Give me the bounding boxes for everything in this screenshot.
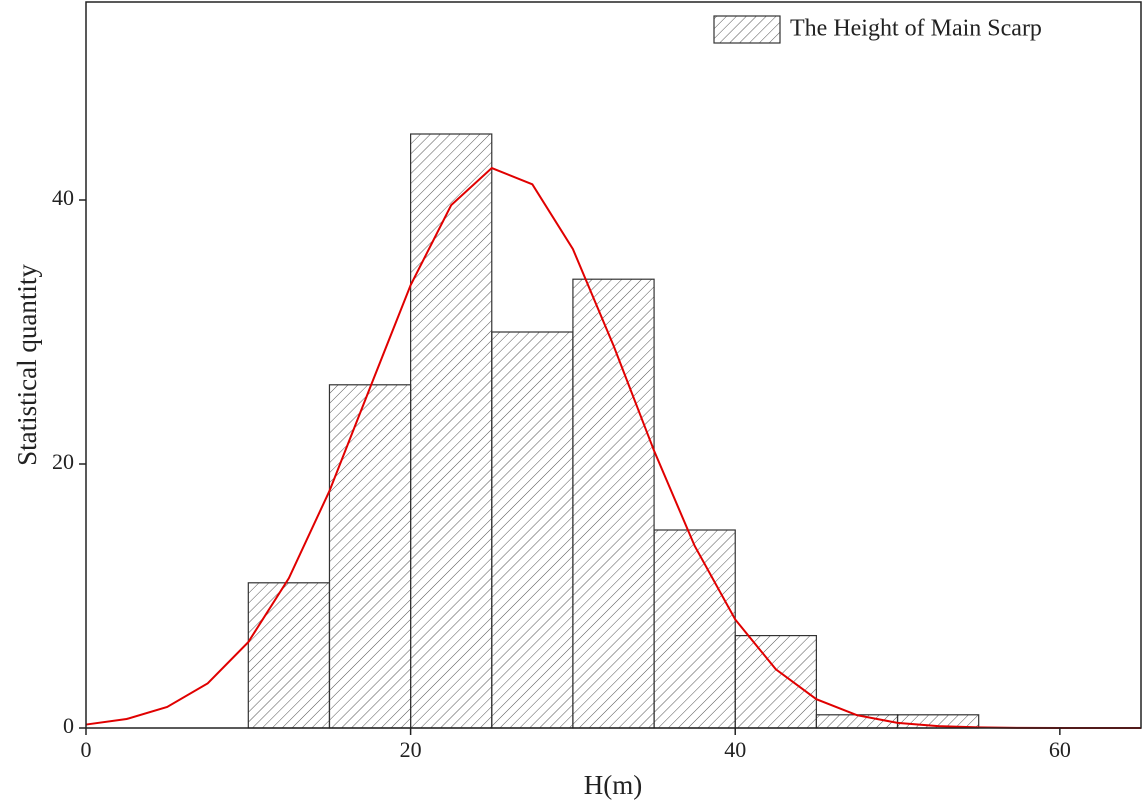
bar	[410, 133, 493, 729]
legend-label: The Height of Main Scarp	[790, 16, 1042, 42]
fit-curve	[85, 166, 1141, 729]
bar	[653, 529, 736, 729]
y-tick-label: 40	[52, 185, 74, 210]
x-tick-label: 60	[1049, 737, 1071, 762]
legend-swatch	[713, 15, 781, 44]
bar	[491, 331, 574, 729]
bar	[328, 384, 412, 729]
bar	[247, 582, 331, 729]
plot-frame	[85, 1, 1142, 729]
x-axis-label: H(m)	[584, 770, 642, 800]
bar	[572, 278, 655, 729]
x-tick-label: 20	[400, 737, 422, 762]
y-axis-label: Statistical quantity	[12, 264, 42, 466]
x-tick-label: 0	[81, 737, 92, 762]
bar	[734, 634, 817, 729]
x-tick-label: 40	[724, 737, 746, 762]
y-tick-label: 20	[52, 449, 74, 474]
y-tick-label: 0	[63, 713, 74, 738]
